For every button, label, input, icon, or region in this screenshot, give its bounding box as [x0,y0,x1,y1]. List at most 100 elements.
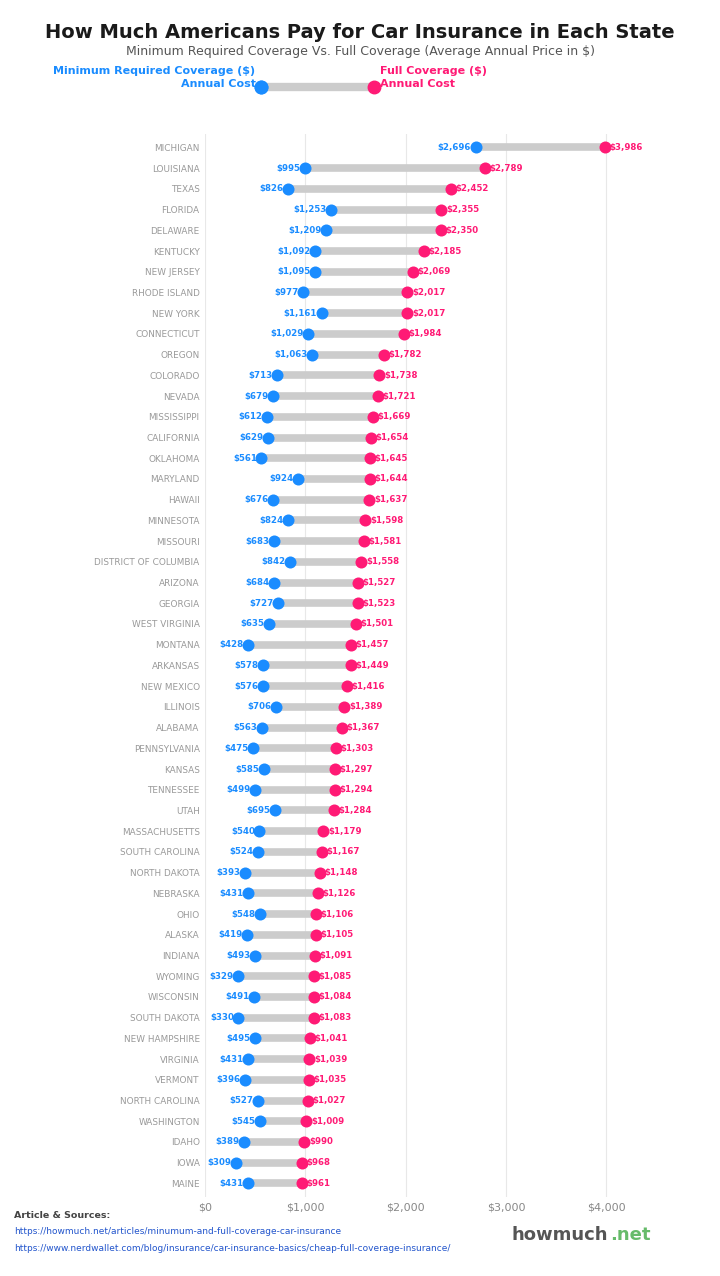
Point [243,1049,254,1069]
Text: $684: $684 [245,578,269,587]
Point [238,1132,250,1152]
Text: $419: $419 [219,930,243,939]
Point [250,780,261,800]
Point [254,903,266,924]
Text: $1,457: $1,457 [356,641,390,649]
Point [256,448,267,468]
Text: $1,523: $1,523 [362,598,396,607]
Text: Minimum Required Coverage Vs. Full Coverage (Average Annual Price in $): Minimum Required Coverage Vs. Full Cover… [125,45,595,57]
Point [263,614,274,634]
Text: $1,179: $1,179 [328,827,361,836]
Text: $1,389: $1,389 [349,702,382,712]
Text: $1,027: $1,027 [312,1096,346,1105]
Point [308,1008,320,1028]
Text: $1,669: $1,669 [377,412,410,421]
Point [302,1090,314,1110]
Point [292,468,304,489]
Text: $1,449: $1,449 [355,661,389,670]
Point [230,1152,242,1173]
Point [364,490,375,510]
Text: $3,986: $3,986 [609,143,643,152]
Point [239,1069,251,1090]
Text: $1,039: $1,039 [314,1054,347,1064]
Point [316,302,328,323]
Point [345,656,356,676]
Text: $524: $524 [229,847,253,856]
Text: $1,294: $1,294 [340,785,373,794]
Text: $695: $695 [246,806,271,815]
Text: .net: .net [611,1226,651,1244]
Text: $1,161: $1,161 [284,309,317,318]
Point [353,573,364,593]
Text: $842: $842 [261,558,285,567]
Point [296,1173,307,1193]
Point [271,365,282,385]
Text: $2,017: $2,017 [412,309,446,318]
Text: $561: $561 [233,454,257,463]
Point [303,1069,315,1090]
Point [402,282,413,302]
Point [360,510,372,531]
Point [284,551,295,572]
Point [336,717,348,738]
Text: $1,297: $1,297 [340,764,373,773]
Text: $679: $679 [245,392,269,401]
Text: $1,303: $1,303 [341,744,374,753]
Text: Minimum Required Coverage ($)
Annual Cost: Minimum Required Coverage ($) Annual Cos… [53,66,256,89]
Text: $961: $961 [306,1179,330,1188]
Text: $1,253: $1,253 [293,205,326,214]
Text: $2,069: $2,069 [417,267,451,277]
Text: $1,126: $1,126 [323,889,356,898]
Text: $1,721: $1,721 [382,392,416,401]
Text: $2,017: $2,017 [412,288,446,297]
Text: $1,106: $1,106 [320,910,354,919]
Text: $1,029: $1,029 [271,329,304,338]
Text: $1,063: $1,063 [274,350,307,359]
Text: $995: $995 [276,163,300,172]
Point [306,345,318,365]
Text: $491: $491 [226,993,250,1002]
Point [366,407,378,427]
Point [402,302,413,323]
Point [435,221,446,241]
Point [254,1111,266,1132]
Point [446,179,457,199]
Text: $1,501: $1,501 [360,619,393,629]
Point [341,676,353,697]
Text: $924: $924 [269,475,293,484]
Point [302,324,314,345]
Text: $1,209: $1,209 [289,226,322,235]
Text: $1,416: $1,416 [351,681,385,690]
Point [308,986,320,1007]
Text: $727: $727 [249,598,274,607]
Point [310,903,322,924]
Text: $1,782: $1,782 [388,350,422,359]
Point [304,1049,315,1069]
Point [269,800,281,820]
Text: $2,452: $2,452 [456,185,489,194]
Point [352,593,364,614]
Point [479,158,490,179]
Text: $1,654: $1,654 [376,433,409,441]
Text: $1,095: $1,095 [277,267,310,277]
Text: https://www.nerdwallet.com/blog/insurance/car-insurance-basics/cheap-full-covera: https://www.nerdwallet.com/blog/insuranc… [14,1244,451,1253]
Point [256,717,267,738]
Text: $499: $499 [227,785,251,794]
Point [247,738,258,758]
Text: $396: $396 [217,1076,240,1085]
Point [257,676,269,697]
Point [436,199,447,219]
Text: $389: $389 [216,1137,240,1146]
Text: $635: $635 [240,619,264,629]
Text: $1,009: $1,009 [311,1116,344,1125]
Text: howmuch: howmuch [512,1226,608,1244]
Text: $309: $309 [208,1159,232,1168]
Text: $1,637: $1,637 [374,495,408,504]
Text: $612: $612 [238,412,262,421]
Point [268,531,279,551]
Point [249,1028,261,1049]
Text: $706: $706 [248,702,271,712]
Text: $1,085: $1,085 [318,972,351,981]
Text: $683: $683 [246,537,269,546]
Point [297,1152,308,1173]
